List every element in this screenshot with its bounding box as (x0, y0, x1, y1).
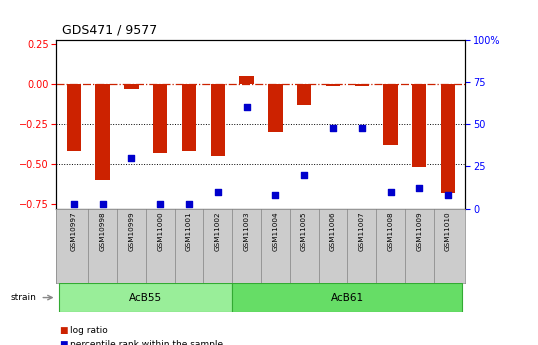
Bar (297, 84, 312, 105)
Text: GSM11009: GSM11009 (416, 211, 422, 250)
Bar (325, 84, 340, 86)
Bar (124, 84, 139, 89)
Text: ■: ■ (59, 340, 68, 345)
Text: GSM11000: GSM11000 (157, 211, 163, 250)
Point (386, 189, 395, 195)
Text: AcB61: AcB61 (331, 293, 364, 303)
Text: GSM11006: GSM11006 (330, 211, 336, 250)
Text: GSM10999: GSM10999 (129, 211, 134, 250)
Text: ■: ■ (59, 326, 68, 335)
Bar (59, 283, 232, 312)
Text: GSM11002: GSM11002 (215, 211, 221, 250)
Bar (268, 84, 282, 132)
Text: AcB55: AcB55 (129, 293, 162, 303)
Bar (441, 84, 455, 193)
Text: GSM10998: GSM10998 (100, 211, 105, 250)
Point (98, 201, 107, 206)
Bar (95, 84, 110, 180)
Bar (383, 84, 398, 145)
Point (242, 105, 251, 110)
Bar (67, 84, 81, 151)
Text: strain: strain (11, 293, 37, 302)
Text: GSM11001: GSM11001 (186, 211, 192, 250)
Bar (412, 84, 427, 167)
Text: percentile rank within the sample: percentile rank within the sample (70, 340, 223, 345)
Point (300, 172, 308, 178)
Bar (355, 84, 369, 86)
Point (329, 125, 337, 130)
Text: GSM11010: GSM11010 (445, 211, 451, 250)
Point (357, 125, 366, 130)
Point (156, 201, 165, 206)
Text: GSM11008: GSM11008 (387, 211, 393, 250)
Text: GSM11004: GSM11004 (272, 211, 278, 250)
Point (214, 189, 222, 195)
Bar (239, 76, 254, 84)
Text: GSM11007: GSM11007 (359, 211, 365, 250)
Text: GSM10997: GSM10997 (71, 211, 77, 250)
Text: GSM11003: GSM11003 (244, 211, 250, 250)
Bar (182, 84, 196, 151)
Point (415, 186, 423, 191)
Point (444, 193, 452, 198)
Bar (153, 84, 167, 153)
Point (127, 155, 136, 161)
Bar (210, 84, 225, 156)
Bar (232, 283, 463, 312)
Text: GSM11005: GSM11005 (301, 211, 307, 250)
Text: log ratio: log ratio (70, 326, 108, 335)
Point (185, 201, 193, 206)
Text: GDS471 / 9577: GDS471 / 9577 (62, 23, 157, 36)
Point (69, 201, 78, 206)
Point (271, 193, 280, 198)
